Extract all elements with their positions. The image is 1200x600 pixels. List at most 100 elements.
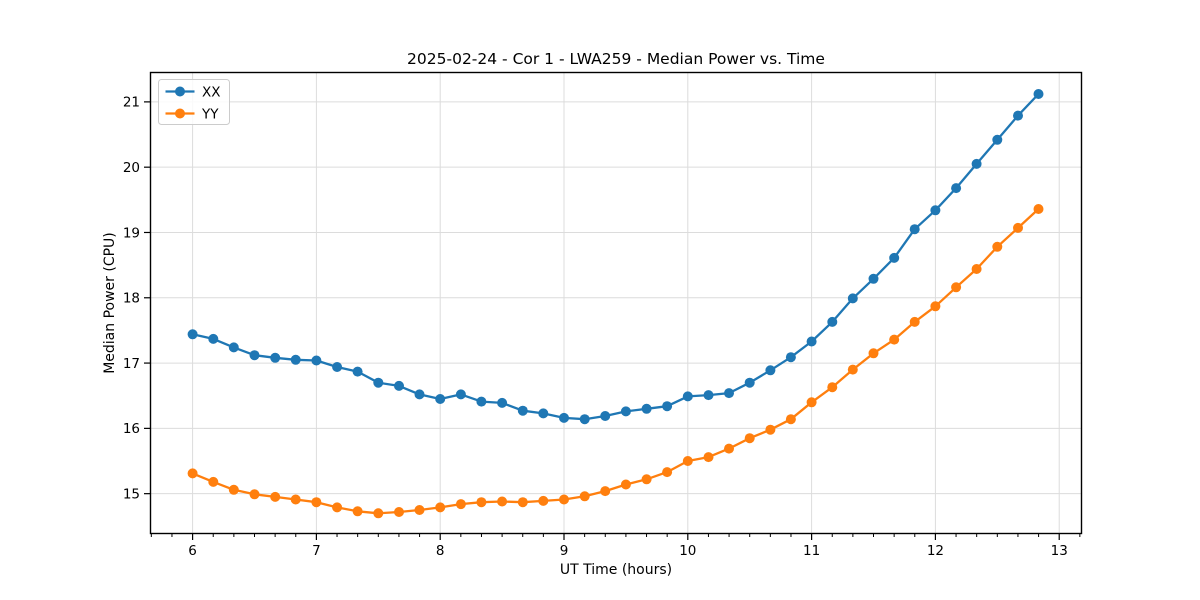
x-tick-label: 9 (560, 543, 569, 559)
data-point-yy (785, 414, 796, 425)
data-point-xx (703, 390, 714, 401)
data-point-yy (559, 494, 569, 505)
x-tick-label: 6 (188, 543, 197, 559)
data-point-yy (827, 382, 838, 393)
data-point-yy (992, 241, 1003, 252)
data-point-xx (909, 224, 920, 235)
data-point-xx (311, 355, 322, 366)
data-point-xx (352, 366, 363, 377)
y-tick-label: 21 (123, 95, 140, 111)
data-point-yy (249, 489, 260, 500)
data-point-xx (538, 408, 549, 419)
data-point-xx (785, 352, 796, 363)
data-point-xx (187, 329, 198, 340)
data-point-xx (435, 394, 446, 404)
data-point-xx (868, 273, 879, 284)
data-point-xx (600, 411, 611, 421)
x-tick-label: 8 (436, 543, 445, 559)
data-point-xx (662, 401, 673, 412)
data-point-yy (414, 505, 425, 515)
data-point-xx (930, 205, 941, 216)
data-point-xx (724, 388, 734, 399)
data-point-xx (208, 333, 219, 344)
x-tick-label: 13 (1051, 543, 1068, 559)
data-point-yy (909, 316, 920, 327)
x-tick-label: 10 (679, 543, 696, 559)
data-point-yy (187, 468, 198, 479)
data-point-yy (476, 497, 487, 508)
y-tick-label: 16 (123, 421, 140, 437)
data-point-yy (868, 348, 879, 359)
x-tick-label: 11 (803, 543, 820, 559)
legend: XX YY (158, 79, 230, 125)
x-axis-label: UT Time (hours) (560, 562, 672, 578)
data-point-xx (951, 183, 962, 194)
data-point-yy (765, 424, 776, 435)
data-point-xx (992, 134, 1003, 145)
data-point-yy (332, 502, 343, 513)
data-point-yy (1033, 204, 1044, 214)
data-point-yy (373, 508, 384, 519)
data-point-yy (270, 491, 281, 502)
data-point-xx (889, 252, 900, 263)
data-point-yy (724, 443, 734, 454)
series-line-xx (191, 92, 1040, 421)
data-point-yy (455, 499, 466, 510)
data-point-yy (971, 264, 982, 274)
x-tick-label: 12 (927, 543, 944, 559)
data-point-yy (930, 301, 941, 312)
data-point-xx (332, 362, 343, 372)
y-tick-label: 15 (123, 486, 140, 502)
data-point-xx (414, 389, 425, 400)
data-point-yy (228, 484, 239, 495)
data-point-yy (208, 476, 219, 487)
data-point-yy (620, 479, 631, 490)
data-point-yy (579, 491, 590, 502)
legend-samples (165, 86, 195, 119)
data-point-xx (744, 377, 755, 388)
data-point-yy (290, 494, 301, 505)
data-point-xx (290, 354, 301, 365)
data-point-xx (249, 350, 260, 361)
data-point-yy (497, 496, 508, 507)
data-point-yy (435, 502, 446, 513)
data-point-xx (971, 158, 982, 169)
data-point-xx (620, 406, 631, 417)
data-point-yy (600, 486, 611, 497)
data-point-yy (806, 397, 817, 408)
data-point-xx (579, 414, 590, 425)
data-point-yy (951, 282, 962, 293)
chart-title: 2025-02-24 - Cor 1 - LWA259 - Median Pow… (407, 50, 825, 68)
data-point-xx (559, 412, 569, 423)
data-point-xx (517, 405, 528, 416)
data-point-xx (682, 391, 693, 402)
data-point-yy (352, 506, 363, 517)
data-point-xx (228, 342, 239, 353)
data-point-xx (847, 293, 858, 304)
axes-layer: 6 7 8 9 10 11 12 13 15 16 17 18 19 20 21 (123, 71, 1083, 559)
data-point-xx (827, 316, 838, 327)
data-point-yy (517, 497, 528, 508)
data-point-xx (641, 403, 652, 414)
data-point-xx (1013, 110, 1023, 121)
y-tick-label: 17 (123, 356, 140, 372)
data-point-xx (806, 336, 817, 347)
y-axis-label: Median Power (CPU) (102, 232, 118, 374)
legend-sample-marker-xx (175, 86, 185, 97)
data-point-yy (744, 433, 755, 444)
data-point-yy (703, 452, 714, 463)
data-point-xx (270, 352, 281, 363)
grid-layer (150, 72, 1082, 534)
data-point-yy (394, 507, 404, 517)
data-point-xx (455, 389, 466, 400)
data-point-xx (497, 397, 508, 408)
data-point-yy (847, 364, 858, 375)
legend-label-yy: YY (201, 107, 219, 123)
data-point-yy (641, 474, 652, 485)
data-point-xx (765, 365, 776, 376)
data-point-yy (1013, 222, 1023, 233)
data-point-yy (311, 497, 322, 508)
y-tick-label: 18 (123, 291, 140, 307)
